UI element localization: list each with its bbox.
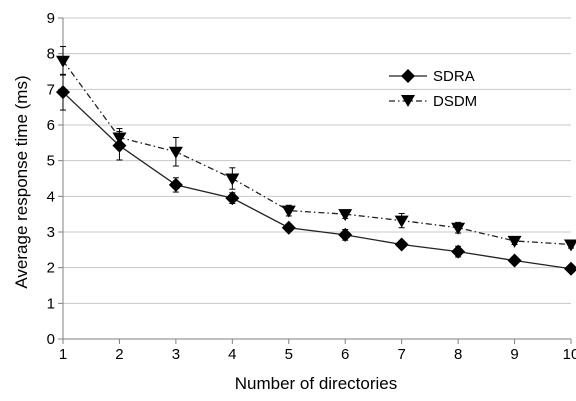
- data-point-dsdm: [564, 239, 576, 252]
- data-point-sdra: [56, 85, 70, 100]
- axes: [58, 17, 572, 344]
- x-axis-title: Number of directories: [235, 374, 398, 393]
- data-point-sdra: [168, 177, 183, 192]
- gridlines: [63, 17, 571, 304]
- data-point-dsdm: [451, 222, 466, 235]
- data-point-dsdm: [56, 55, 70, 68]
- y-tick-label: 0: [47, 331, 55, 348]
- legend-marker-sdra: [401, 69, 415, 83]
- series-lines: [62, 60, 572, 270]
- legend: SDRA DSDM: [389, 68, 477, 110]
- series-line-sdra: [62, 91, 572, 270]
- series-line-dsdm: [62, 60, 572, 246]
- y-tick-label: 9: [47, 10, 55, 27]
- x-tick-label: 1: [59, 346, 67, 363]
- data-point-sdra: [112, 138, 127, 153]
- data-point-sdra: [451, 244, 466, 259]
- data-point-dsdm: [112, 132, 127, 145]
- y-axis-title: Average response time (ms): [12, 75, 31, 288]
- x-tick-label: 3: [172, 346, 180, 363]
- x-tick-label: 7: [397, 346, 405, 363]
- error-bars: [60, 46, 574, 273]
- x-tick-label: 10: [563, 346, 576, 363]
- y-tick-label: 6: [47, 117, 55, 134]
- legend-marker-dsdm: [401, 95, 415, 107]
- data-point-sdra: [338, 227, 353, 242]
- y-tick-label: 8: [47, 46, 55, 63]
- x-tick-label: 9: [510, 346, 518, 363]
- x-tick-label: 4: [228, 346, 236, 363]
- x-tick-label: 8: [454, 346, 462, 363]
- data-point-sdra: [394, 237, 409, 252]
- y-tick-label: 5: [47, 153, 55, 170]
- legend-label-dsdm: DSDM: [433, 93, 477, 110]
- legend-label-sdra: SDRA: [433, 68, 475, 85]
- y-tick-label: 3: [47, 224, 55, 241]
- data-point-sdra: [281, 220, 296, 235]
- x-tick-label: 5: [285, 346, 293, 363]
- data-point-dsdm: [281, 205, 296, 218]
- y-tick-label: 1: [47, 295, 55, 312]
- y-tick-label: 2: [47, 260, 55, 277]
- y-tick-label: 4: [47, 188, 55, 205]
- data-point-dsdm: [507, 235, 522, 248]
- data-point-dsdm: [168, 146, 183, 159]
- data-point-dsdm: [338, 209, 353, 222]
- data-point-dsdm: [225, 173, 240, 186]
- data-point-sdra: [225, 191, 240, 206]
- data-point-sdra: [507, 253, 522, 268]
- data-markers: [56, 55, 576, 276]
- x-tick-label: 2: [115, 346, 123, 363]
- data-point-sdra: [564, 261, 576, 276]
- data-point-dsdm: [394, 215, 409, 228]
- x-tick-label: 6: [341, 346, 349, 363]
- y-tick-label: 7: [47, 81, 55, 98]
